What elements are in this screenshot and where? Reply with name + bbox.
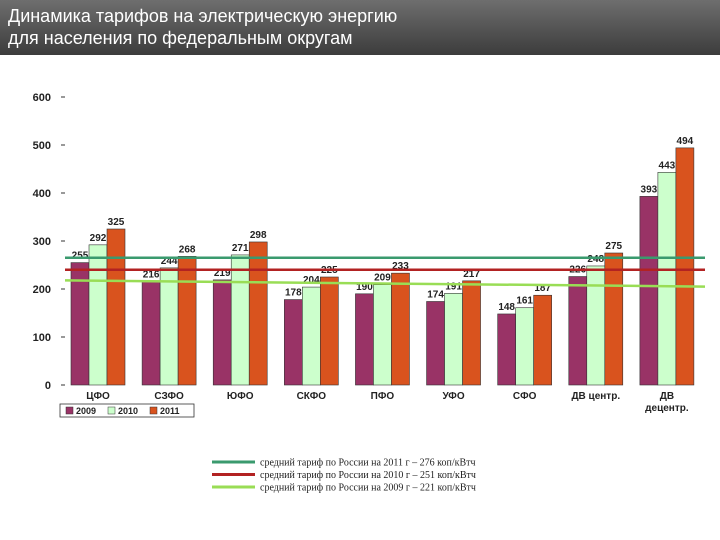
bar-2011 [533, 294, 552, 386]
category-label: УФО [442, 391, 464, 402]
value-label: 233 [392, 261, 409, 272]
bar-2009 [284, 299, 303, 386]
bar-2011 [320, 276, 339, 386]
value-label: 268 [179, 244, 196, 255]
y-tick-label: 0 [45, 380, 51, 392]
category-label: СЗФО [154, 391, 184, 402]
bar-2011 [675, 147, 695, 386]
value-label: 292 [90, 233, 107, 244]
legend-box [59, 403, 195, 418]
bar-2011 [106, 228, 126, 386]
y-tick-label: 200 [33, 284, 51, 296]
bar-2009 [639, 196, 659, 386]
value-label: 148 [498, 302, 515, 313]
value-label: 187 [534, 283, 551, 294]
legend-swatch [65, 406, 74, 415]
bar-2011 [177, 256, 197, 386]
bar-2009 [141, 281, 161, 386]
category-label: ДВ [660, 391, 674, 402]
value-label: 217 [463, 269, 480, 280]
bar-2010 [444, 293, 463, 386]
legend-swatch [107, 406, 116, 415]
bar-2009 [568, 276, 588, 386]
legend-label: 2011 [160, 406, 180, 416]
average-key-label: средний тариф по России на 2010 г – 251 … [260, 470, 476, 481]
category-label: децентр. [645, 403, 689, 414]
y-tick-label: 300 [33, 236, 51, 248]
value-label: 298 [250, 230, 267, 241]
category-label: СКФО [297, 391, 327, 402]
bar-2010 [373, 284, 392, 386]
page-title-line-1: Динамика тарифов на электрическую энерги… [8, 6, 398, 26]
value-label: 178 [285, 288, 302, 299]
category-label: ЮФО [227, 391, 254, 402]
value-label: 244 [161, 256, 178, 267]
value-label: 191 [445, 281, 462, 292]
bar-2011 [462, 280, 481, 386]
bar-2009 [212, 279, 232, 386]
value-label: 216 [143, 269, 160, 280]
bar-2009 [497, 313, 516, 386]
value-label: 494 [677, 136, 694, 147]
bar-2010 [230, 254, 250, 386]
value-label: 275 [605, 241, 622, 252]
page-title-line-2: для населения по федеральным округам [8, 28, 353, 48]
value-label: 219 [214, 268, 231, 279]
category-label: ПФО [371, 391, 395, 402]
average-key-label: средний тариф по России на 2011 г – 276 … [260, 458, 476, 469]
bar-2010 [515, 307, 534, 386]
value-label: 161 [516, 296, 533, 307]
value-label: 190 [356, 282, 373, 293]
value-label: 204 [303, 275, 320, 286]
value-label: 174 [427, 289, 444, 300]
value-label: 248 [587, 254, 604, 265]
bar-2011 [604, 252, 624, 386]
legend-label: 2009 [76, 406, 96, 416]
bar-2010 [88, 244, 108, 386]
y-tick-label: 100 [33, 332, 51, 344]
average-key-label: средний тариф по России на 2009 г – 221 … [260, 483, 476, 494]
header-bar: Динамика тарифов на электрическую энерги… [0, 0, 720, 55]
value-label: 443 [659, 160, 676, 171]
bar-2011 [248, 241, 268, 386]
value-label: 209 [374, 273, 391, 284]
bar-2009 [355, 293, 374, 386]
legend-swatch [149, 406, 158, 415]
bar-2010 [586, 265, 606, 386]
bar-2010 [657, 172, 677, 386]
bar-2011 [391, 272, 410, 386]
value-label: 271 [232, 243, 249, 254]
value-label: 393 [641, 184, 658, 195]
bar-2009 [426, 301, 445, 386]
category-label: СФО [513, 391, 537, 402]
value-label: 255 [72, 251, 89, 262]
bar-2010 [302, 286, 321, 386]
legend-label: 2010 [118, 406, 138, 416]
category-label: ДВ центр. [571, 391, 620, 402]
value-label: 325 [108, 217, 125, 228]
category-label: ЦФО [86, 391, 110, 402]
y-tick-label: 600 [33, 92, 51, 104]
average-line [64, 279, 706, 288]
y-tick-label: 500 [33, 140, 51, 152]
bar-2010 [159, 267, 179, 386]
y-tick-label: 400 [33, 188, 51, 200]
